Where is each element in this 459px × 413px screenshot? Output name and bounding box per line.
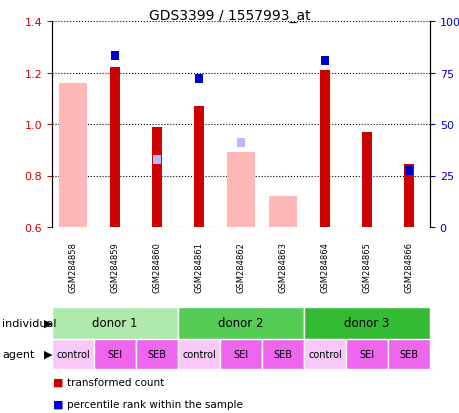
- Text: SEB: SEB: [398, 349, 418, 359]
- Text: control: control: [308, 349, 341, 359]
- Bar: [178, 339, 219, 369]
- Text: ▶: ▶: [44, 318, 52, 328]
- Text: SEI: SEI: [358, 349, 374, 359]
- Text: GSM284864: GSM284864: [320, 242, 329, 293]
- Text: transformed count: transformed count: [67, 377, 163, 387]
- Text: SEB: SEB: [147, 349, 166, 359]
- Text: donor 2: donor 2: [218, 317, 263, 330]
- Bar: [52, 307, 178, 339]
- Bar: [195, 75, 202, 84]
- Text: donor 3: donor 3: [344, 317, 389, 330]
- Text: ■: ■: [53, 399, 63, 408]
- Bar: [320, 57, 328, 66]
- Bar: [303, 307, 429, 339]
- Bar: [52, 339, 94, 369]
- Bar: [136, 339, 178, 369]
- Text: SEI: SEI: [107, 349, 122, 359]
- Text: GSM284865: GSM284865: [362, 242, 371, 293]
- Text: GSM284866: GSM284866: [403, 242, 413, 293]
- Bar: [94, 339, 136, 369]
- Bar: [237, 138, 244, 147]
- Bar: [387, 339, 429, 369]
- Text: ▶: ▶: [44, 349, 52, 359]
- Text: control: control: [56, 349, 90, 359]
- Bar: [194, 107, 203, 228]
- Text: GDS3399 / 1557993_at: GDS3399 / 1557993_at: [149, 9, 310, 23]
- Bar: [219, 339, 262, 369]
- Text: GSM284860: GSM284860: [152, 242, 161, 293]
- Bar: [111, 52, 118, 61]
- Bar: [152, 127, 161, 228]
- Text: GSM284859: GSM284859: [110, 242, 119, 293]
- Text: SEB: SEB: [273, 349, 292, 359]
- Bar: [362, 133, 371, 228]
- Text: percentile rank within the sample: percentile rank within the sample: [67, 399, 242, 408]
- Text: agent: agent: [2, 349, 34, 359]
- Bar: [262, 339, 303, 369]
- Text: donor 1: donor 1: [92, 317, 137, 330]
- Bar: [178, 307, 303, 339]
- Text: GSM284858: GSM284858: [68, 242, 77, 293]
- Bar: [153, 156, 161, 165]
- Bar: [59, 83, 86, 228]
- Bar: [404, 166, 412, 176]
- Text: GSM284861: GSM284861: [194, 242, 203, 293]
- Bar: [319, 71, 329, 228]
- Text: SEI: SEI: [233, 349, 248, 359]
- Text: individual: individual: [2, 318, 56, 328]
- Text: GSM284862: GSM284862: [236, 242, 245, 293]
- Text: ■: ■: [53, 377, 63, 387]
- Bar: [403, 164, 413, 228]
- Bar: [269, 197, 296, 228]
- Text: GSM284863: GSM284863: [278, 242, 287, 293]
- Bar: [345, 339, 387, 369]
- Bar: [227, 153, 254, 228]
- Bar: [303, 339, 345, 369]
- Text: control: control: [182, 349, 215, 359]
- Bar: [110, 68, 119, 228]
